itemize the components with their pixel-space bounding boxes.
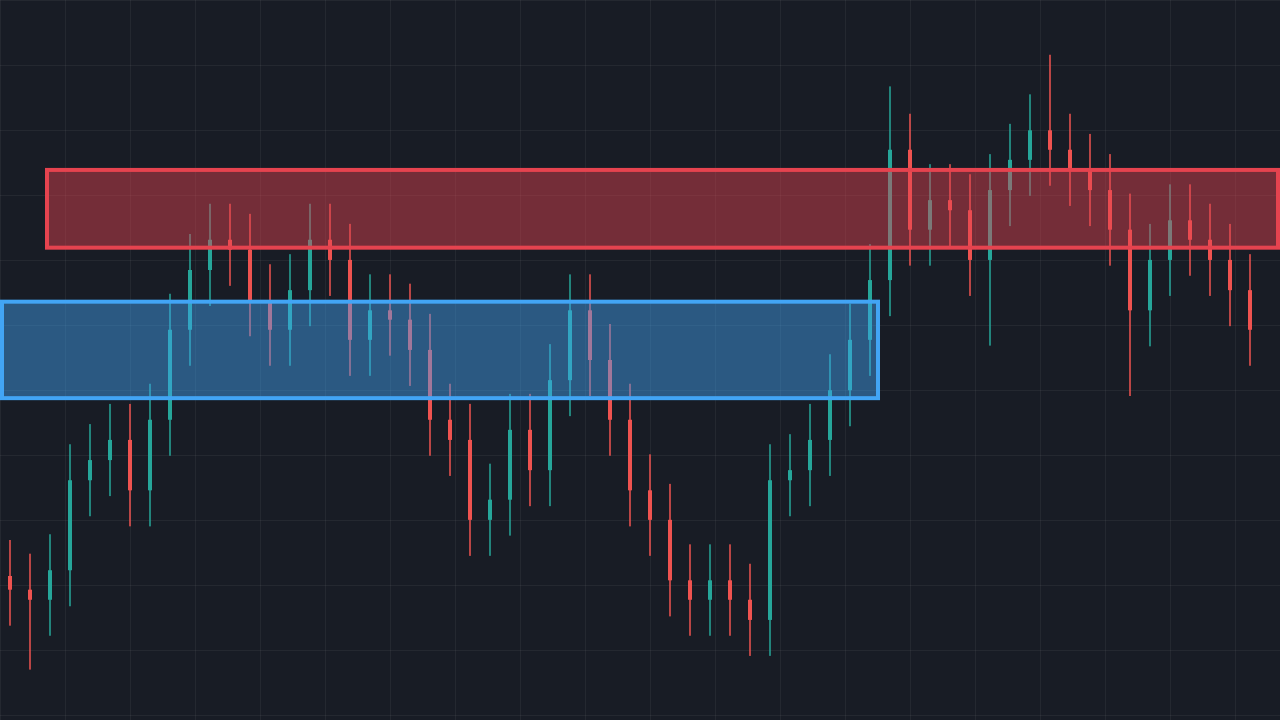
candle-body xyxy=(248,249,252,301)
candle-body xyxy=(1148,259,1152,311)
candle-body xyxy=(648,490,652,520)
candle-body xyxy=(48,570,52,600)
candle-body xyxy=(308,239,312,291)
candle-body xyxy=(148,419,152,491)
candle-body xyxy=(448,419,452,440)
candle-body xyxy=(88,460,92,481)
candle-body xyxy=(28,589,32,600)
candle-body xyxy=(1228,259,1232,291)
candle-body xyxy=(468,439,472,520)
candle-body xyxy=(708,580,712,600)
candle-body xyxy=(528,429,532,471)
candle-body xyxy=(728,580,732,600)
candle-body xyxy=(928,200,932,230)
candle-body xyxy=(628,419,632,491)
candle-body xyxy=(988,190,992,260)
candle-body xyxy=(828,390,832,440)
candle-body xyxy=(1088,169,1092,191)
candle-body xyxy=(268,300,272,330)
candle-body xyxy=(428,349,432,420)
candle-body xyxy=(1108,190,1112,230)
candle-body xyxy=(1008,159,1012,191)
candle-body xyxy=(588,310,592,360)
candle-body xyxy=(868,280,872,340)
candle-body xyxy=(608,360,612,420)
candle-body xyxy=(888,149,892,281)
candle-body xyxy=(408,319,412,350)
candle-body xyxy=(1128,229,1132,311)
candle-body xyxy=(1168,220,1172,260)
candle-body xyxy=(768,480,772,620)
candle-body xyxy=(568,310,572,381)
candle-body xyxy=(808,439,812,471)
candle-body xyxy=(388,310,392,320)
candle-body xyxy=(488,499,492,520)
candle-body xyxy=(848,339,852,391)
zone xyxy=(0,299,880,401)
candle-body xyxy=(1248,290,1252,330)
candle-body xyxy=(748,599,752,620)
candle-body xyxy=(1028,130,1032,160)
candle-body xyxy=(108,439,112,461)
candle-body xyxy=(288,290,292,330)
candle-body xyxy=(1188,220,1192,240)
candle-body xyxy=(228,239,232,250)
candle-body xyxy=(788,470,792,481)
candle-body xyxy=(548,380,552,471)
candle-body xyxy=(68,480,72,571)
candle-body xyxy=(328,239,332,260)
candle-body xyxy=(208,239,212,270)
candle-body xyxy=(1068,149,1072,170)
candle-body xyxy=(688,580,692,600)
candle-body xyxy=(128,439,132,491)
candle-body xyxy=(968,210,972,260)
candle-body xyxy=(168,329,172,420)
candle-body xyxy=(8,576,12,590)
zone xyxy=(45,167,1280,250)
candle-body xyxy=(508,429,512,500)
candle-body xyxy=(908,149,912,230)
candle-body xyxy=(1208,239,1212,260)
candle-body xyxy=(948,200,952,211)
candle-body xyxy=(368,310,372,340)
candle-body xyxy=(1048,130,1052,150)
candle-body xyxy=(668,519,672,581)
